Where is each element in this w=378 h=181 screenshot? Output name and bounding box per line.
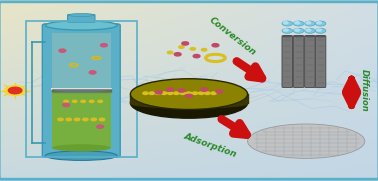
Circle shape	[282, 28, 293, 33]
Circle shape	[192, 92, 198, 94]
Circle shape	[306, 22, 311, 24]
Circle shape	[295, 22, 299, 24]
Circle shape	[216, 90, 223, 93]
Circle shape	[161, 92, 167, 94]
FancyBboxPatch shape	[282, 36, 293, 87]
Circle shape	[5, 85, 26, 96]
Circle shape	[182, 42, 189, 45]
Circle shape	[186, 92, 192, 94]
Ellipse shape	[69, 14, 94, 17]
Ellipse shape	[294, 35, 303, 37]
FancyBboxPatch shape	[52, 33, 111, 89]
Ellipse shape	[248, 124, 365, 158]
Circle shape	[180, 92, 185, 94]
Text: Adsorption: Adsorption	[182, 131, 237, 159]
FancyBboxPatch shape	[42, 24, 120, 157]
Circle shape	[167, 92, 173, 94]
FancyBboxPatch shape	[305, 36, 315, 87]
Circle shape	[155, 92, 161, 94]
Circle shape	[167, 88, 174, 91]
Ellipse shape	[52, 144, 111, 151]
Circle shape	[59, 49, 66, 52]
Circle shape	[167, 51, 173, 54]
Circle shape	[205, 92, 210, 94]
Circle shape	[81, 100, 85, 102]
Circle shape	[83, 118, 88, 121]
Circle shape	[305, 21, 315, 26]
Circle shape	[174, 53, 181, 56]
Circle shape	[317, 29, 321, 31]
Circle shape	[306, 29, 311, 31]
Circle shape	[73, 100, 77, 102]
Circle shape	[198, 92, 204, 94]
Circle shape	[58, 118, 63, 121]
Circle shape	[179, 46, 184, 48]
Circle shape	[284, 29, 288, 31]
Circle shape	[293, 21, 304, 26]
Circle shape	[212, 44, 219, 47]
Ellipse shape	[45, 151, 117, 160]
Circle shape	[66, 118, 71, 121]
Ellipse shape	[52, 85, 111, 92]
FancyBboxPatch shape	[52, 90, 111, 148]
Circle shape	[97, 125, 104, 128]
Circle shape	[63, 103, 70, 107]
Circle shape	[201, 49, 207, 51]
FancyBboxPatch shape	[68, 14, 95, 22]
FancyBboxPatch shape	[293, 36, 304, 87]
Circle shape	[193, 54, 200, 58]
Text: Diffusion: Diffusion	[360, 69, 369, 112]
Ellipse shape	[283, 35, 291, 37]
Circle shape	[99, 118, 105, 121]
Circle shape	[143, 92, 148, 94]
Ellipse shape	[316, 35, 325, 37]
Ellipse shape	[130, 79, 248, 110]
Circle shape	[101, 44, 107, 47]
Text: Conversion: Conversion	[208, 15, 257, 57]
Circle shape	[74, 118, 80, 121]
Circle shape	[174, 92, 179, 94]
Circle shape	[211, 92, 216, 94]
Circle shape	[89, 71, 96, 74]
Circle shape	[295, 29, 299, 31]
Circle shape	[155, 91, 162, 94]
Circle shape	[282, 21, 293, 26]
Circle shape	[186, 94, 192, 98]
Circle shape	[89, 100, 94, 102]
Circle shape	[149, 92, 154, 94]
Circle shape	[284, 22, 288, 24]
FancyBboxPatch shape	[315, 36, 326, 87]
Ellipse shape	[45, 21, 117, 30]
Circle shape	[190, 48, 195, 50]
Circle shape	[293, 28, 304, 33]
Circle shape	[315, 21, 326, 26]
Ellipse shape	[306, 35, 314, 37]
Circle shape	[98, 100, 102, 102]
Circle shape	[315, 28, 326, 33]
Circle shape	[8, 87, 22, 94]
Circle shape	[178, 89, 185, 92]
Circle shape	[317, 22, 321, 24]
Ellipse shape	[130, 87, 248, 118]
Circle shape	[64, 100, 68, 102]
Circle shape	[91, 118, 96, 121]
Circle shape	[305, 28, 315, 33]
Circle shape	[201, 88, 208, 91]
